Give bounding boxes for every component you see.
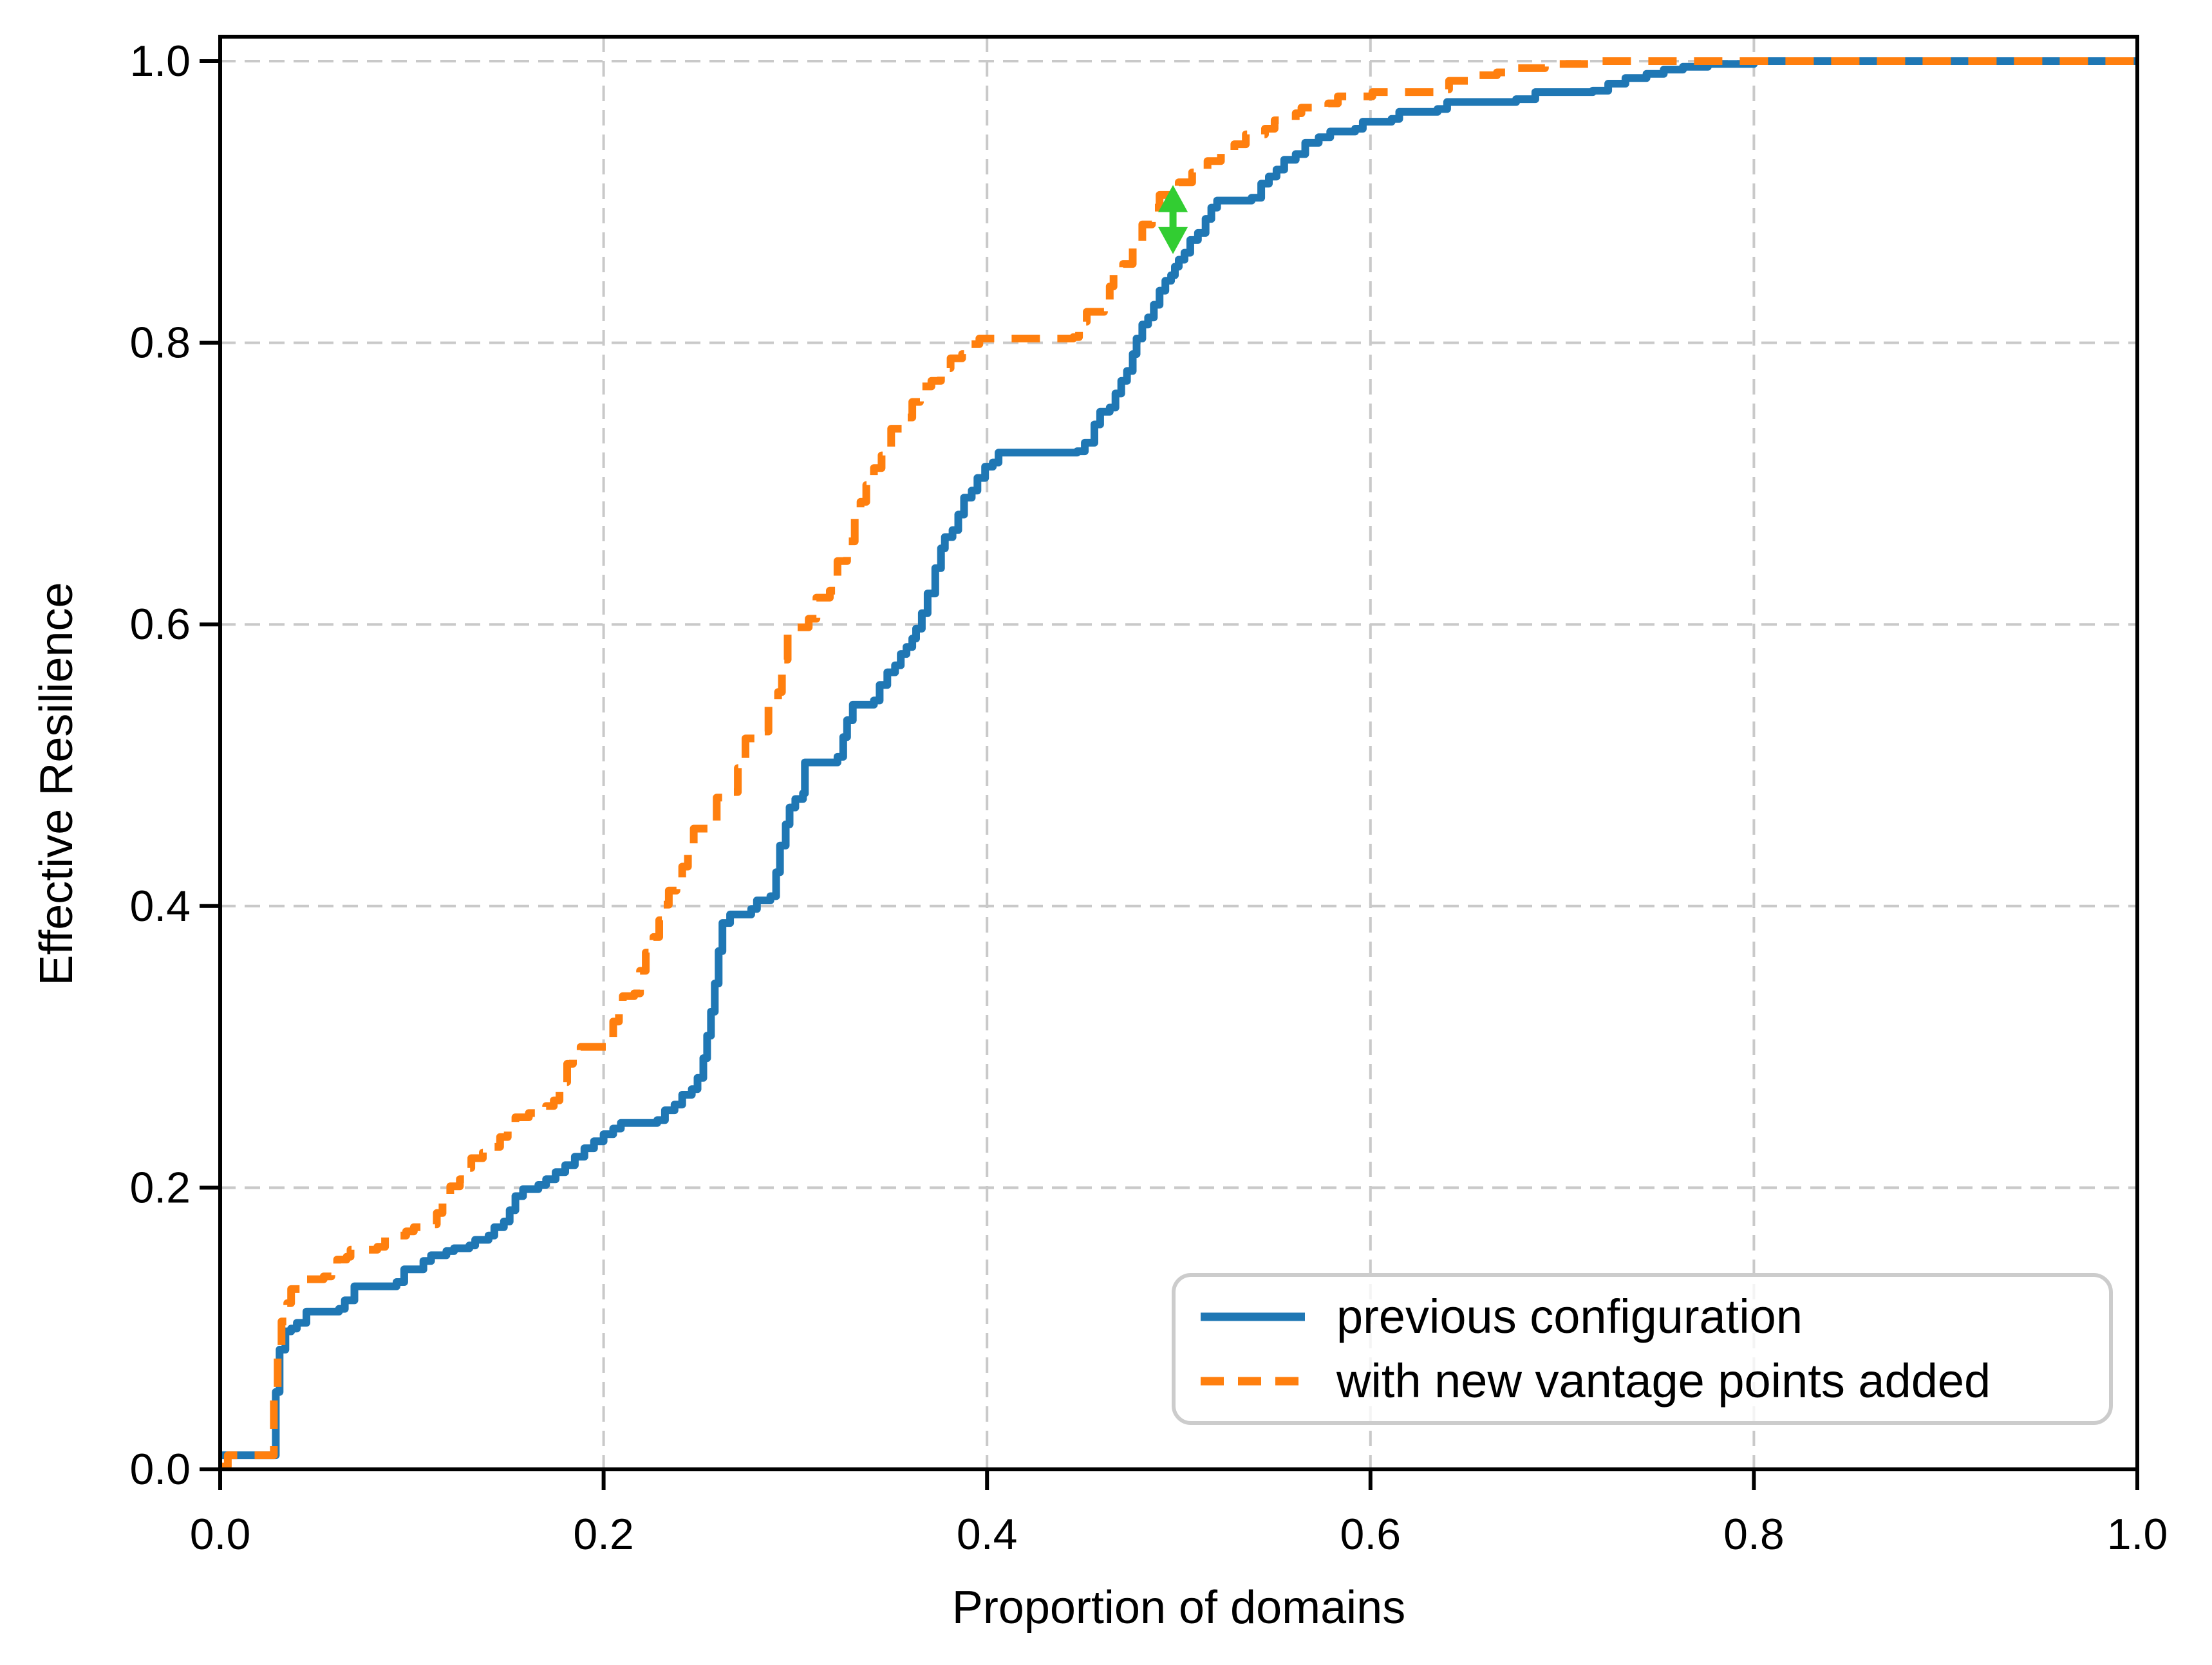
- legend: previous configuration with new vantage …: [1172, 1273, 2113, 1425]
- gap-arrow-annotation: [1158, 185, 1188, 254]
- x-tick-label: 0.2: [573, 1510, 634, 1559]
- grid-lines: [219, 37, 2139, 1471]
- legend-item-previous-configuration: previous configuration: [1197, 1293, 2087, 1341]
- y-axis-title: Effective Resilience: [31, 582, 82, 986]
- gap-arrow-head-up: [1158, 185, 1188, 212]
- x-tick-label: 0.4: [957, 1510, 1018, 1559]
- axis-ticks: [200, 59, 2139, 1490]
- legend-dashed-line-icon: [1201, 1377, 1305, 1386]
- legend-label: previous configuration: [1336, 1290, 1803, 1343]
- y-tick-label: 0.6: [129, 600, 191, 649]
- y-tick-label: 1.0: [129, 37, 191, 86]
- y-tick-label: 0.2: [129, 1163, 191, 1212]
- y-tick-label: 0.4: [129, 882, 191, 931]
- axis-tick-labels: 0.0 0.2 0.4 0.6 0.8 1.0 0.0 0.2 0.4 0.6 0.8 1.0: [129, 37, 2168, 1559]
- plot-border: [218, 35, 2139, 1471]
- legend-solid-line-icon: [1201, 1312, 1305, 1321]
- gap-arrow-head-down: [1158, 227, 1188, 254]
- series-line-previous-configuration: [220, 57, 2137, 1460]
- legend-item-new-vantage-points: with new vantage points added: [1197, 1357, 2087, 1405]
- data-series: [220, 57, 2137, 1471]
- x-tick-label: 0.6: [1340, 1510, 1401, 1559]
- y-tick-label: 0.0: [129, 1445, 191, 1494]
- x-tick-label: 0.0: [190, 1510, 251, 1559]
- x-tick-label: 0.8: [1723, 1510, 1785, 1559]
- axes-frame: [218, 35, 2139, 1471]
- y-tick-label: 0.8: [129, 319, 191, 367]
- x-tick-label: 1.0: [2107, 1510, 2168, 1559]
- legend-label: with new vantage points added: [1336, 1354, 1991, 1408]
- series-line-with-new-vantage-points-added: [220, 57, 2137, 1471]
- x-axis-title: Proportion of domains: [951, 1582, 1406, 1633]
